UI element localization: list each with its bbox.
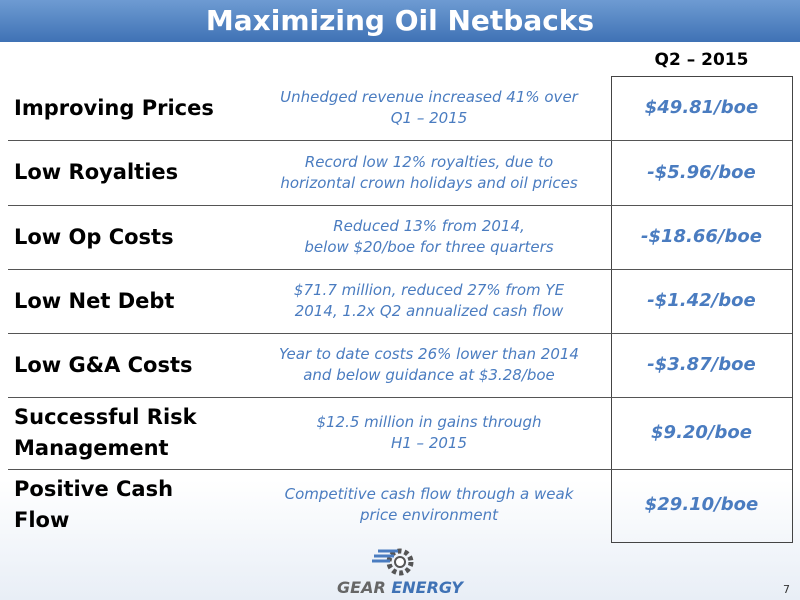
table-row: Low G&A Costs Year to date costs 26% lowe…	[8, 333, 792, 397]
row-label: Successful Risk Management	[14, 402, 244, 464]
description-line: 2014, 1.2x Q2 annualized cash flow	[294, 302, 564, 320]
description-line: H1 – 2015	[390, 434, 468, 452]
table-row: Successful Risk Management $12.5 million i…	[8, 397, 792, 469]
table-row: Low Net Debt $71.7 million, reduced 27% f…	[8, 269, 792, 333]
row-separator	[8, 140, 792, 141]
row-value: $9.20/boe	[651, 422, 752, 443]
row-separator	[8, 469, 792, 470]
row-label: Positive Cash Flow	[14, 474, 244, 536]
label-line: Low G&A Costs	[14, 352, 193, 377]
row-description: Year to date costs 26% lower than 2014 an…	[244, 344, 614, 386]
row-value: -$5.96/boe	[647, 162, 756, 183]
row-description: Unhedged revenue increased 41% over Q1 – …	[244, 87, 614, 129]
description-line: horizontal crown holidays and oil prices	[280, 173, 578, 192]
value-box	[611, 76, 793, 543]
row-label: Low Royalties	[14, 157, 244, 188]
row-value: $49.81/boe	[644, 97, 759, 118]
description-line: and below guidance at $3.28/boe	[303, 366, 555, 384]
description-line: price environment	[360, 506, 498, 524]
slide-title: Maximizing Oil Netbacks	[0, 0, 800, 42]
row-label: Low G&A Costs	[14, 350, 244, 381]
description-line: $71.7 million, reduced 27% from YE	[293, 281, 565, 299]
row-value: $29.10/boe	[644, 494, 759, 515]
description-line: Year to date costs 26% lower than 2014	[279, 345, 579, 363]
speed-lines	[372, 549, 398, 563]
gear	[386, 548, 414, 576]
row-value: -$3.87/boe	[647, 354, 756, 375]
logo-icon	[372, 548, 414, 576]
row-value: -$18.66/boe	[641, 226, 762, 247]
row-separator	[8, 397, 792, 398]
row-description: $12.5 million in gains through H1 – 2015	[244, 412, 614, 454]
description-line: below $20/boe for three quarters	[304, 238, 554, 256]
row-separator	[8, 333, 792, 334]
logo-text: GEAR ENERGY	[300, 578, 500, 597]
row-value: -$1.42/boe	[647, 290, 756, 311]
description-line: Q1 – 2015	[390, 109, 468, 127]
label-line: Low Op Costs	[14, 224, 174, 249]
row-description: Competitive cash flow through a weak pric…	[244, 484, 614, 526]
description-line: $12.5 million in gains through	[316, 413, 542, 431]
description-line: Unhedged revenue increased 41% over	[280, 88, 578, 106]
row-label: Low Op Costs	[14, 222, 244, 253]
description-line: Reduced 13% from 2014,	[333, 217, 525, 235]
row-description: Reduced 13% from 2014, below $20/boe for …	[244, 216, 614, 258]
table-row: Improving Prices Unhedged revenue increas…	[8, 76, 792, 140]
gear-hub	[394, 556, 406, 568]
label-line: Successful Risk	[14, 405, 197, 429]
row-separator	[8, 205, 792, 206]
row-label: Low Net Debt	[14, 286, 244, 317]
label-line: Improving Prices	[14, 95, 214, 120]
description-line: Competitive cash flow through a weak	[284, 485, 574, 503]
description-line: Record low 12% royalties, due to	[304, 152, 554, 171]
row-description: Record low 12% royalties, due to horizont…	[244, 152, 614, 194]
column-header: Q2 – 2015	[654, 50, 749, 70]
row-separator	[8, 269, 792, 270]
table-row: Low Royalties Record low 12% royalties, d…	[8, 140, 792, 205]
label-line: Flow	[14, 508, 70, 532]
label-line: Low Net Debt	[14, 288, 175, 313]
logo-word: GEAR	[337, 578, 386, 597]
row-label: Improving Prices	[14, 93, 244, 124]
table-row: Low Op Costs Reduced 13% from 2014, below …	[8, 205, 792, 269]
page-number: 7	[783, 583, 790, 596]
logo-word: ENERGY	[391, 578, 463, 597]
label-line: Management	[14, 436, 169, 460]
label-line: Low Royalties	[14, 160, 179, 184]
row-description: $71.7 million, reduced 27% from YE 2014, …	[244, 280, 614, 322]
label-line: Positive Cash	[14, 477, 174, 501]
table-row: Positive Cash Flow Competitive cash flow t…	[8, 469, 792, 541]
